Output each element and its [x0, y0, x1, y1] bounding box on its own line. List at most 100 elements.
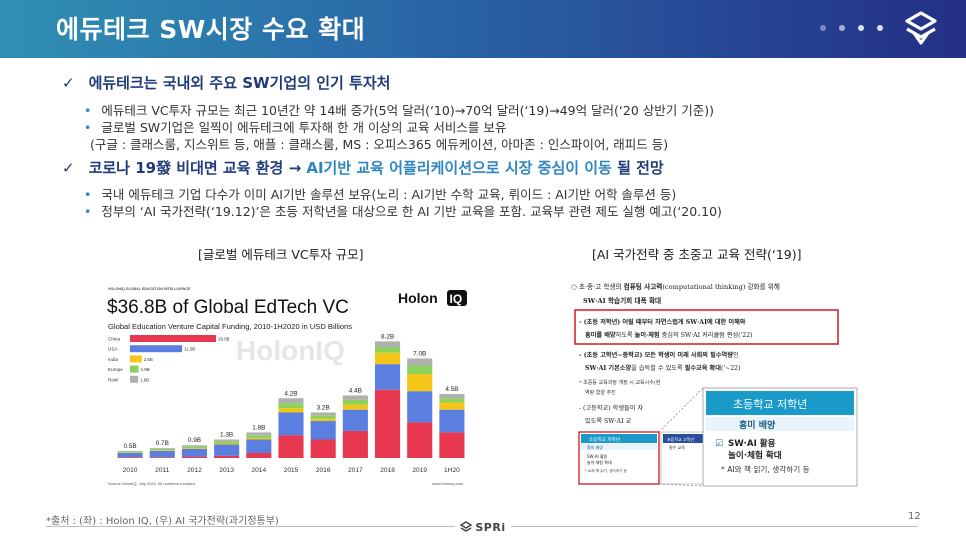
page-title: 에듀테크 SW시장 수요 확대 — [56, 15, 366, 44]
section-1-heading: ✓ 에듀테크는 국내외 주요 SW기업의 인기 투자처 — [62, 72, 390, 93]
bar-segment-usa-2017 — [342, 409, 368, 431]
bar-segment-usa-2010 — [117, 453, 143, 458]
spri-small-logo-icon — [460, 521, 473, 532]
bar-segment-europe-2017 — [342, 399, 368, 405]
bar-total-label: 8.2B — [381, 333, 394, 340]
x-tick-label: 2015 — [284, 467, 299, 474]
chart-subtitle: Global Education Venture Capital Funding… — [108, 322, 352, 331]
section-1-bullet-2: • 글로벌 SW기업은 일찍이 에듀테크에 투자해 한 개 이상의 교육 서비스를… — [84, 120, 507, 135]
bar-segment-india-2016 — [310, 418, 336, 422]
bar-total-label: 0.7B — [156, 440, 169, 447]
bar-segment-usa-1H20 — [439, 409, 465, 433]
thumbnail-card-1: 초등학교 저학년 흥미 배양 SW·AI 활용 놀이·체험 확대 * AI와 책… — [578, 431, 660, 485]
bar-segment-europe-2018 — [374, 347, 401, 353]
dot-icon — [839, 25, 845, 31]
caption-left: [글로벌 에듀테크 VC투자 규모] — [198, 247, 364, 262]
doc-para-2-line-2: SW·AI 기본소양을 습득할 수 있도록 필수교육 확대('~22) — [585, 364, 741, 372]
thumb2-sub: 필수 교육 — [669, 444, 685, 450]
bar-segment-china-2013 — [214, 455, 240, 458]
zoom-callout-card: 초등학교 저학년 흥미 배양 ☑ SW·AI 활용 놀이·체험 확대 * AI와… — [702, 387, 858, 487]
x-tick-label: 1H20 — [444, 467, 460, 474]
chart-brand-iq: IQ — [450, 292, 463, 306]
check-icon: ✓ — [62, 74, 75, 92]
x-tick-label: 2013 — [219, 467, 234, 474]
bullet-icon: • — [84, 204, 92, 219]
thumb1-b3: * AI와 책 읽기, 생각하기 등 — [585, 468, 628, 473]
section-2-bullet-1: • 국내 에듀테크 기업 다수가 이미 AI기반 솔루션 보유(노리 : AI기반… — [84, 187, 677, 202]
bar-segment-europe-2012 — [181, 446, 207, 449]
bar-segment-india-2019 — [407, 374, 433, 392]
x-tick-label: 2014 — [251, 467, 266, 474]
footer-source: *출처 : (좌) : Holon IQ, (우) AI 국가전략(과기정통부) — [46, 516, 279, 527]
bar-total-label: 0.9B — [188, 437, 201, 444]
bar-segment-europe-2015 — [278, 403, 304, 409]
bar-segment-row-2019 — [407, 358, 433, 366]
bar-segment-china-2012 — [181, 456, 207, 458]
inset-legend-bar — [130, 375, 139, 383]
inset-legend-name: RoW — [108, 377, 119, 382]
bar-total-label: 0.5B — [124, 443, 137, 450]
bar-segment-europe-1H20 — [439, 398, 465, 403]
bar-segment-row-2015 — [278, 398, 304, 404]
bar-segment-row-2010 — [117, 450, 143, 452]
thumb1-b2: 놀이·체험 확대 — [587, 459, 612, 465]
bar-segment-china-2018 — [374, 389, 401, 458]
bar-segment-china-2019 — [407, 422, 433, 458]
bar-segment-europe-2010 — [117, 451, 143, 453]
x-tick-label: 2019 — [412, 467, 427, 474]
bar-segment-usa-2011 — [149, 450, 175, 458]
x-tick-label: 2018 — [380, 467, 395, 474]
bar-segment-usa-2019 — [407, 391, 433, 423]
bar-total-label: 4.2B — [284, 390, 297, 397]
bar-segment-china-2010 — [117, 457, 143, 458]
inset-legend-value: 1.9B — [141, 367, 150, 372]
bar-segment-china-2014 — [246, 453, 272, 458]
zoom-title: 초등학교 저학년 — [733, 398, 807, 411]
chart-svg: HOLONIQ GLOBAL EDUCATION INTELLIGENCE $3… — [107, 287, 467, 486]
section-1-continuation: (구글 : 클래스룸, 지스위트 등, 애플 : 클래스룸, MS : 오피스3… — [90, 137, 669, 152]
bullet-icon: • — [84, 103, 92, 118]
dot-icon — [820, 25, 826, 31]
chart-brand-iq-box — [447, 290, 467, 306]
bar-segment-europe-2014 — [246, 435, 272, 439]
page-number: 12 — [908, 511, 921, 522]
bar-total-label: 4.4B — [349, 387, 362, 394]
section-2-bullet-2: • 정부의 ‘AI 국가전략(‘19.12)’은 초등 저학년을 대상으로 한 A… — [84, 204, 722, 219]
bar-segment-usa-2012 — [181, 448, 207, 457]
section-1-bullet-1: • 에듀테크 VC투자 규모는 최근 10년간 약 14배 증가(5억 달러(‘1… — [84, 103, 715, 118]
inset-legend-bar — [130, 335, 216, 342]
spri-logo-icon — [904, 11, 938, 45]
bar-segment-india-2011 — [149, 450, 175, 451]
x-tick-label: 2017 — [348, 467, 363, 474]
bar-segment-europe-2016 — [310, 415, 336, 419]
highlight-box — [574, 309, 839, 345]
bar-segment-row-2013 — [214, 439, 240, 442]
inset-legend-bar — [130, 355, 142, 363]
thumb1-title: 초등학교 저학년 — [589, 436, 620, 443]
chart-brand: Holon — [398, 290, 438, 306]
bar-segment-row-1H20 — [439, 394, 465, 399]
bar-segment-usa-2016 — [310, 421, 336, 440]
inset-legend: China 19.0B USA 11.5B India 2.6B Europe 1.9B RoW… — [108, 335, 230, 383]
bar-segment-china-2016 — [310, 439, 336, 458]
bar-segment-india-2013 — [214, 443, 240, 445]
thumb2-title: 초등학교 고학년 — [667, 436, 694, 442]
bar-segment-usa-2014 — [246, 439, 272, 454]
ai-strategy-document: ○ 초·중·고 학생의 컴퓨팅 사고력(computational thinki… — [565, 272, 860, 488]
section-2-heading: ✓ 코로나 19發 비대면 교육 환경 → AI기반 교육 어플리케이션으로 시장… — [62, 159, 664, 177]
caption-right: [AI 국가전략 중 초중고 교육 전략(‘19)] — [592, 247, 802, 262]
x-tick-label: 2012 — [187, 467, 202, 474]
footer-logo: SPRi — [455, 519, 511, 535]
doc-box-line-2: 흥미를 배양하도록 놀이·체험 중심의 SW·AI 커리큘럼 편성('22) — [585, 331, 753, 339]
section-1-title: 에듀테크는 국내외 주요 SW기업의 인기 투자처 — [88, 74, 391, 92]
inset-legend-name: India — [108, 357, 118, 362]
bars-group: 0.5B 0.7B 0.9B 1.3B 1.8B 4.2B 3.2B 4.4B 8.2B 7.0B… — [117, 333, 465, 458]
bar-segment-row-2011 — [149, 448, 175, 449]
inset-legend-value: 11.5B — [184, 347, 195, 352]
check-icon: ✓ — [62, 159, 75, 177]
doc-para-2-line-1: - (초등 고학년~중학교) 모든 학생이 미래 사회의 필수역량인 — [579, 351, 739, 359]
bar-segment-india-2017 — [342, 404, 368, 410]
inset-legend-value: 19.0B — [218, 337, 230, 342]
chart-source: Source HolonIQ, July 2020. All numbers r… — [108, 481, 196, 486]
